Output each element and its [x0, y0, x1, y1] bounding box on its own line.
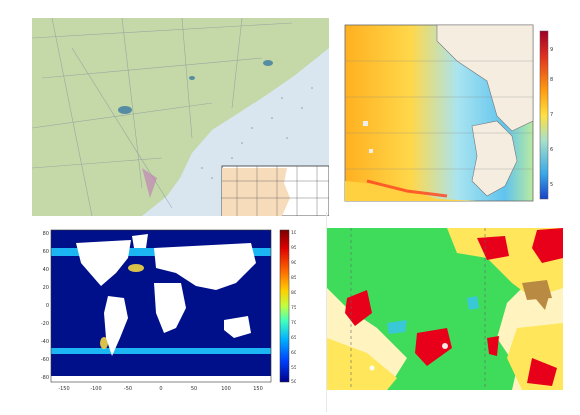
- x-tick-label: -100: [90, 386, 101, 392]
- colorbar-tick: 60: [291, 350, 296, 356]
- x-tick-label: -50: [124, 386, 132, 392]
- colorbar-tick: 6: [550, 147, 553, 153]
- y-tick-label: -80: [41, 375, 49, 381]
- colorbar-tick: 80: [291, 290, 296, 296]
- colorbar-tick: 9: [550, 47, 553, 53]
- x-tick-label: 100: [221, 386, 231, 392]
- warm-band: [366, 179, 448, 198]
- nautical-chart-panel: [32, 18, 329, 216]
- global-ocean-map: 80 60 40 20 0 -20 -40 -60 -80 -150 -100 …: [36, 228, 296, 398]
- restricted-zone: [142, 168, 157, 198]
- scandinavia-land: [436, 24, 534, 132]
- nautical-chart: [32, 18, 329, 216]
- y-tick-label: 40: [43, 267, 49, 273]
- y-tick-label: 80: [43, 231, 49, 237]
- land-area: [32, 18, 329, 216]
- colorbar-tick: 85: [291, 275, 296, 281]
- soundings: [201, 87, 313, 199]
- missing-data-patches: [363, 121, 373, 153]
- panel-divider: [326, 212, 327, 412]
- colorbar-tick: 8: [550, 77, 553, 83]
- y-tick-label: 60: [43, 249, 49, 255]
- north-sea-plot: 9 8 7 6 5: [344, 24, 553, 202]
- denmark-land: [471, 120, 518, 197]
- colorbar-tick: 5: [550, 182, 553, 188]
- categorical-region-map: [327, 228, 563, 390]
- plot-frame: [50, 229, 272, 383]
- x-tick-label: 0: [159, 386, 162, 392]
- colorbar: [539, 30, 549, 200]
- colorbar-tick: 65: [291, 335, 296, 341]
- lakes: [118, 60, 273, 114]
- grid-lines: [345, 60, 533, 170]
- y-tick-label: -40: [41, 339, 49, 345]
- colorbar-tick: 95: [291, 245, 296, 251]
- continents: [51, 234, 271, 382]
- x-tick-label: 150: [253, 386, 263, 392]
- colorbar-tick: 100: [291, 230, 296, 236]
- colorbar-tick: 50: [291, 379, 296, 385]
- brown-regions: [522, 280, 552, 310]
- colorbar-tick: 55: [291, 365, 296, 371]
- white-patches: [369, 343, 448, 371]
- inset-map: [221, 165, 329, 216]
- yellow-region-sw: [327, 338, 397, 390]
- colorbar-tick: 70: [291, 320, 296, 326]
- world-plot: 80 60 40 20 0 -20 -40 -60 -80 -150 -100 …: [41, 229, 296, 392]
- y-tick-label: 20: [43, 285, 49, 291]
- x-tick-label: -150: [58, 386, 69, 392]
- y-tick-label: 0: [46, 303, 49, 309]
- north-sea-temperature-map: 9 8 7 6 5: [337, 21, 556, 208]
- colorbar-tick: 75: [291, 305, 296, 311]
- colorbar: [279, 229, 290, 383]
- category-plot: [327, 228, 563, 390]
- y-tick-label: -60: [41, 357, 49, 363]
- x-tick-label: 50: [191, 386, 197, 392]
- colorbar-tick: 90: [291, 260, 296, 266]
- colorbar-tick: 7: [550, 112, 553, 118]
- cyan-regions: [387, 296, 479, 334]
- y-tick-label: -20: [41, 321, 49, 327]
